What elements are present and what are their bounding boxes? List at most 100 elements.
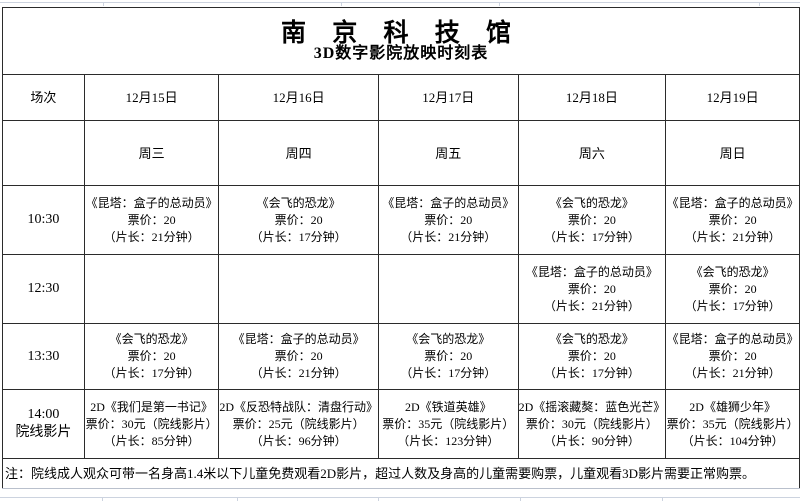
time-label: 13:30 — [27, 348, 60, 364]
time-cell: 12:30 — [2, 254, 85, 324]
gridline-tick — [499, 2, 500, 6]
schedule-table: 南 京 科 技 馆 3D数字影院放映时刻表 场次 12月15日 12月16日 1… — [2, 7, 800, 489]
movie-duration: （片长：17分钟） — [684, 298, 781, 313]
gridline-tick — [520, 497, 521, 501]
movie-duration: （片长：104分钟） — [681, 433, 784, 448]
movie-price: 票价：20 — [424, 349, 473, 363]
movie-price: 票价：30元（院线影片） — [85, 416, 218, 431]
movie-duration: （片长：123分钟） — [397, 433, 500, 448]
page-subtitle: 3D数字影院放映时刻表 — [313, 44, 489, 62]
movie-title: 《昆塔：盒子的总动员》 — [232, 332, 365, 346]
movie-title: 《会飞的恐龙》 — [690, 264, 775, 279]
movie-title: 《昆塔：盒子的总动员》 — [666, 195, 799, 210]
movie-cell: 2D《摇滚藏獒：蓝色光芒》 票价：30元（院线影片） （片长：90分钟） — [517, 389, 667, 459]
movie-price: 票价：20 — [274, 212, 323, 227]
note-cell: 注：院线成人观众可带一名身高1.4米以下儿童免费观看2D影片，超过人数及身高的儿… — [2, 458, 800, 489]
page-title: 南 京 科 技 馆 — [280, 19, 521, 47]
schedule-row-1030: 10:30 《昆塔：盒子的总动员》 票价：20 （片长：21分钟） 《会飞的恐龙… — [2, 185, 800, 255]
time-cell: 13:30 — [2, 323, 85, 390]
movie-cell: 《会飞的恐龙》 票价：20 （片长：17分钟） — [517, 323, 667, 390]
movie-duration: （片长：96分钟） — [250, 433, 347, 448]
movie-title: 2D《雄狮少年》 — [689, 399, 776, 414]
time-label: 10:30 — [27, 212, 60, 227]
movie-title: 《会飞的恐龙》 — [109, 332, 194, 346]
movie-price: 票价：20 — [567, 212, 616, 227]
movie-cell: 2D《雄狮少年》 票价：35元（院线影片） （片长：104分钟） — [665, 389, 800, 459]
movie-title: 《昆塔：盒子的总动员》 — [666, 332, 799, 346]
date-cell-dec17: 12月17日 — [378, 74, 519, 121]
movie-title: 2D《摇滚藏獒：蓝色光芒》 — [518, 399, 666, 414]
date-header-row: 场次 12月15日 12月16日 12月17日 12月18日 12月19日 — [2, 74, 800, 121]
time-cell: 14:00 院线影片 — [2, 389, 85, 459]
movie-title: 《会飞的恐龙》 — [549, 332, 634, 346]
gridline-tick — [759, 2, 760, 6]
movie-cell: 《昆塔：盒子的总动员》 票价：20 （片长：21分钟） — [665, 185, 800, 255]
movie-title: 《会飞的恐龙》 — [406, 332, 491, 346]
movie-duration: （片长：17分钟） — [103, 366, 200, 380]
movie-title: 2D《铁道英雄》 — [404, 399, 492, 414]
movie-price: 票价：35元（院线影片） — [382, 416, 515, 431]
movie-cell: 《会飞的恐龙》 票价：20 （片长：17分钟） — [83, 323, 220, 390]
date-cell-dec16: 12月16日 — [218, 74, 379, 121]
time-label: 14:00 — [27, 407, 60, 422]
gridline-tick — [662, 497, 663, 501]
movie-title: 2D《反恐特战队：清盘行动》 — [219, 399, 378, 414]
schedule-sheet: 南 京 科 技 馆 3D数字影院放映时刻表 场次 12月15日 12月16日 1… — [2, 7, 800, 489]
movie-cell: 2D《反恐特战队：清盘行动》 票价：25元（院线影片） （片长：96分钟） — [218, 389, 379, 459]
movie-cell: 《昆塔：盒子的总动员》 票价：20 （片长：21分钟） — [517, 254, 667, 324]
movie-duration: （片长：85分钟） — [103, 433, 200, 448]
movie-cell: 《昆塔：盒子的总动员》 票价：20 （片长：21分钟） — [218, 323, 379, 390]
movie-price: 票价：20 — [567, 281, 616, 296]
gridline-bottom — [0, 497, 800, 498]
movie-price: 票价：20 — [708, 349, 757, 363]
movie-cell: 《昆塔：盒子的总动员》 票价：20 （片长：21分钟） — [378, 185, 519, 255]
movie-title: 《昆塔：盒子的总动员》 — [382, 195, 515, 210]
empty-cell — [218, 254, 379, 324]
movie-cell: 2D《铁道英雄》 票价：35元（院线影片） （片长：123分钟） — [378, 389, 519, 459]
schedule-row-1230: 12:30 《昆塔：盒子的总动员》 票价：20 （片长：21分钟） 《会飞的恐龙… — [2, 254, 800, 324]
gridline-tick — [237, 497, 238, 501]
movie-duration: （片长：21分钟） — [543, 298, 640, 313]
movie-title: 《会飞的恐龙》 — [549, 195, 634, 210]
movie-duration: （片长：17分钟） — [250, 229, 347, 244]
movie-duration: （片长：17分钟） — [543, 366, 640, 380]
movie-duration: （片长：21分钟） — [684, 366, 781, 380]
movie-cell: 《会飞的恐龙》 票价：20 （片长：17分钟） — [665, 254, 800, 324]
movie-cell: 《会飞的恐龙》 票价：20 （片长：17分钟） — [517, 185, 667, 255]
gridline-tick — [103, 2, 104, 6]
movie-price: 票价：20 — [127, 349, 176, 363]
movie-cell: 《昆塔：盒子的总动员》 票价：20 （片长：21分钟） — [83, 185, 220, 255]
empty-cell — [83, 254, 220, 324]
movie-price: 票价：20 — [424, 212, 473, 227]
movie-duration: （片长：90分钟） — [543, 433, 640, 448]
time-cell: 10:30 — [2, 185, 85, 255]
movie-price: 票价：20 — [567, 349, 616, 363]
note-row: 注：院线成人观众可带一名身高1.4米以下儿童免费观看2D影片，超过人数及身高的儿… — [2, 458, 800, 489]
gridline-tick — [341, 2, 342, 6]
movie-duration: （片长：21分钟） — [400, 229, 497, 244]
movie-title: 《昆塔：盒子的总动员》 — [525, 264, 658, 279]
movie-duration: （片长：17分钟） — [543, 229, 640, 244]
time-label: 12:30 — [27, 281, 60, 296]
movie-price: 票价：20 — [127, 212, 176, 227]
movie-title: 《会飞的恐龙》 — [256, 195, 341, 210]
movie-cell: 2D《我们是第一书记》 票价：30元（院线影片） （片长：85分钟） — [83, 389, 220, 459]
movie-price: 票价：30元（院线影片） — [525, 416, 658, 431]
movie-duration: （片长：21分钟） — [250, 366, 347, 380]
movie-price: 票价：20 — [708, 281, 757, 296]
title-row: 南 京 科 技 馆 3D数字影院放映时刻表 — [2, 7, 800, 75]
gridline-tick — [102, 497, 103, 501]
empty-cell — [378, 254, 519, 324]
session-header-cell: 场次 — [2, 74, 85, 121]
movie-price: 票价：20 — [274, 349, 323, 363]
movie-title: 《昆塔：盒子的总动员》 — [85, 195, 218, 210]
weekday-cell-sun: 周日 — [665, 120, 800, 186]
weekday-header-row: 周三 周四 周五 周六 周日 — [2, 120, 800, 186]
gridline-top — [0, 2, 800, 3]
movie-price: 票价：20 — [708, 212, 757, 227]
weekday-cell-thu: 周四 — [218, 120, 379, 186]
schedule-row-1330: 13:30 《会飞的恐龙》 票价：20 （片长：17分钟） 《昆塔：盒子的总动员… — [2, 323, 800, 390]
date-cell-dec19: 12月19日 — [665, 74, 800, 121]
movie-duration: （片长：21分钟） — [684, 229, 781, 244]
gridline-tick — [378, 497, 379, 501]
